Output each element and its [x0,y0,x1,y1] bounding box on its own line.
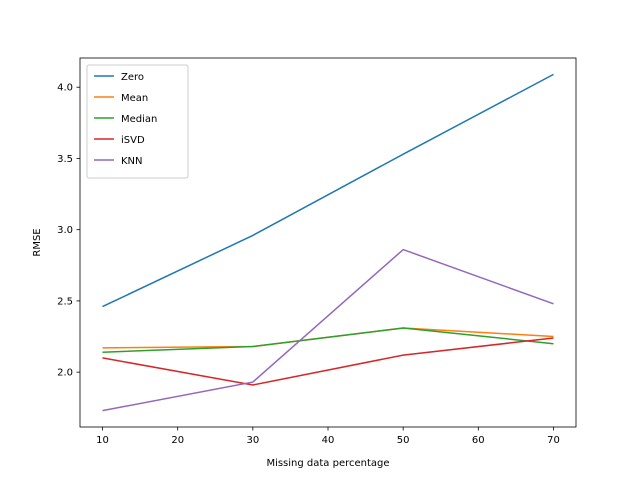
y-axis-ticks: 2.0 2.5 3.0 3.5 4.0 [57,83,80,379]
y-tick-label: 2.5 [57,296,73,307]
y-axis-label: RMSE [32,228,43,256]
series-line-median [102,327,554,353]
plot-lines [102,73,554,412]
y-tick-label: 4.0 [57,83,73,94]
x-axis-ticks: 10 20 30 40 50 60 70 [96,427,560,446]
legend-label-zero: Zero [121,72,144,83]
legend-label-median: Median [121,114,157,125]
y-tick-label: 2.0 [57,368,73,379]
x-tick-label: 60 [472,435,485,446]
legend-box [86,64,189,179]
legend-label-mean: Mean [121,93,148,104]
series-line-zero [102,73,554,308]
y-tick-label: 3.5 [57,154,73,165]
x-tick-label: 70 [547,435,560,446]
x-tick-label: 10 [96,435,109,446]
legend-label-isvd: iSVD [121,135,145,146]
y-tick-label: 3.0 [57,225,73,236]
series-line-knn [102,248,554,412]
x-axis-label: Missing data percentage [266,458,389,469]
x-tick-label: 20 [171,435,184,446]
x-tick-label: 30 [246,435,259,446]
x-tick-label: 50 [397,435,410,446]
legend: Zero Mean Median iSVD KNN [86,64,189,179]
series-line-isvd [102,337,554,386]
x-tick-label: 40 [322,435,335,446]
legend-label-knn: KNN [121,156,143,167]
